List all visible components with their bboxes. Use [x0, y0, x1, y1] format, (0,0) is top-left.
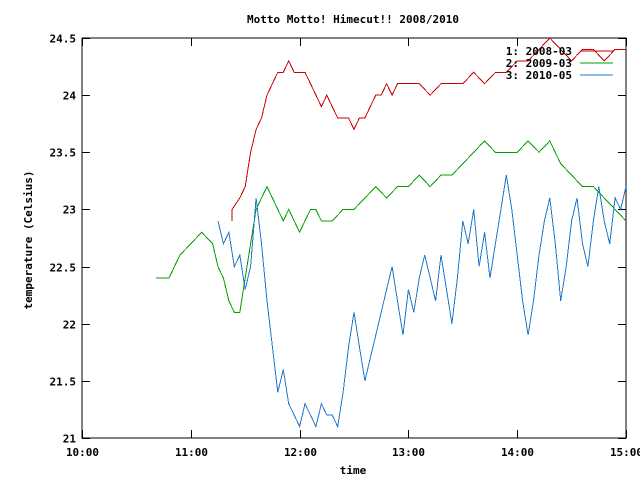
y-axis-label: temperature (Celsius)	[22, 170, 35, 309]
series-layer	[156, 37, 627, 429]
legend: 1: 2008-032: 2009-033: 2010-05	[506, 45, 613, 82]
x-tick-label: 15:00	[610, 446, 640, 459]
plot-frame	[81, 37, 627, 439]
y-tick-label: 21.5	[50, 376, 77, 389]
y-tick-label: 22	[63, 319, 76, 332]
y-tick-label: 23.5	[50, 147, 77, 160]
x-axis-label: time	[340, 464, 367, 477]
legend-label: 3: 2010-05	[506, 69, 572, 82]
series-line-3	[217, 175, 627, 429]
chart-title: Motto Motto! Himecut!! 2008/2010	[247, 13, 459, 26]
legend-label: 1: 2008-03	[506, 45, 572, 58]
x-axis: 10:00 11:00 12:00 13:00 14:00 15:00	[66, 38, 640, 459]
y-tick-label: 21	[63, 433, 77, 446]
series-line-1	[231, 37, 626, 221]
series-line-2	[156, 140, 627, 313]
y-tick-label: 22.5	[50, 262, 77, 275]
y-axis: 21 21.5 22 22.5 23 23.5 24 24.5	[50, 33, 626, 446]
x-tick-label: 14:00	[501, 446, 534, 459]
x-tick-label: 12:00	[284, 446, 317, 459]
legend-label: 2: 2009-03	[506, 57, 572, 70]
x-tick-label: 11:00	[175, 446, 208, 459]
y-tick-label: 24	[63, 90, 77, 103]
y-tick-label: 24.5	[50, 33, 77, 46]
y-tick-label: 23	[63, 204, 76, 217]
x-tick-label: 13:00	[392, 446, 425, 459]
x-tick-label: 10:00	[66, 446, 99, 459]
